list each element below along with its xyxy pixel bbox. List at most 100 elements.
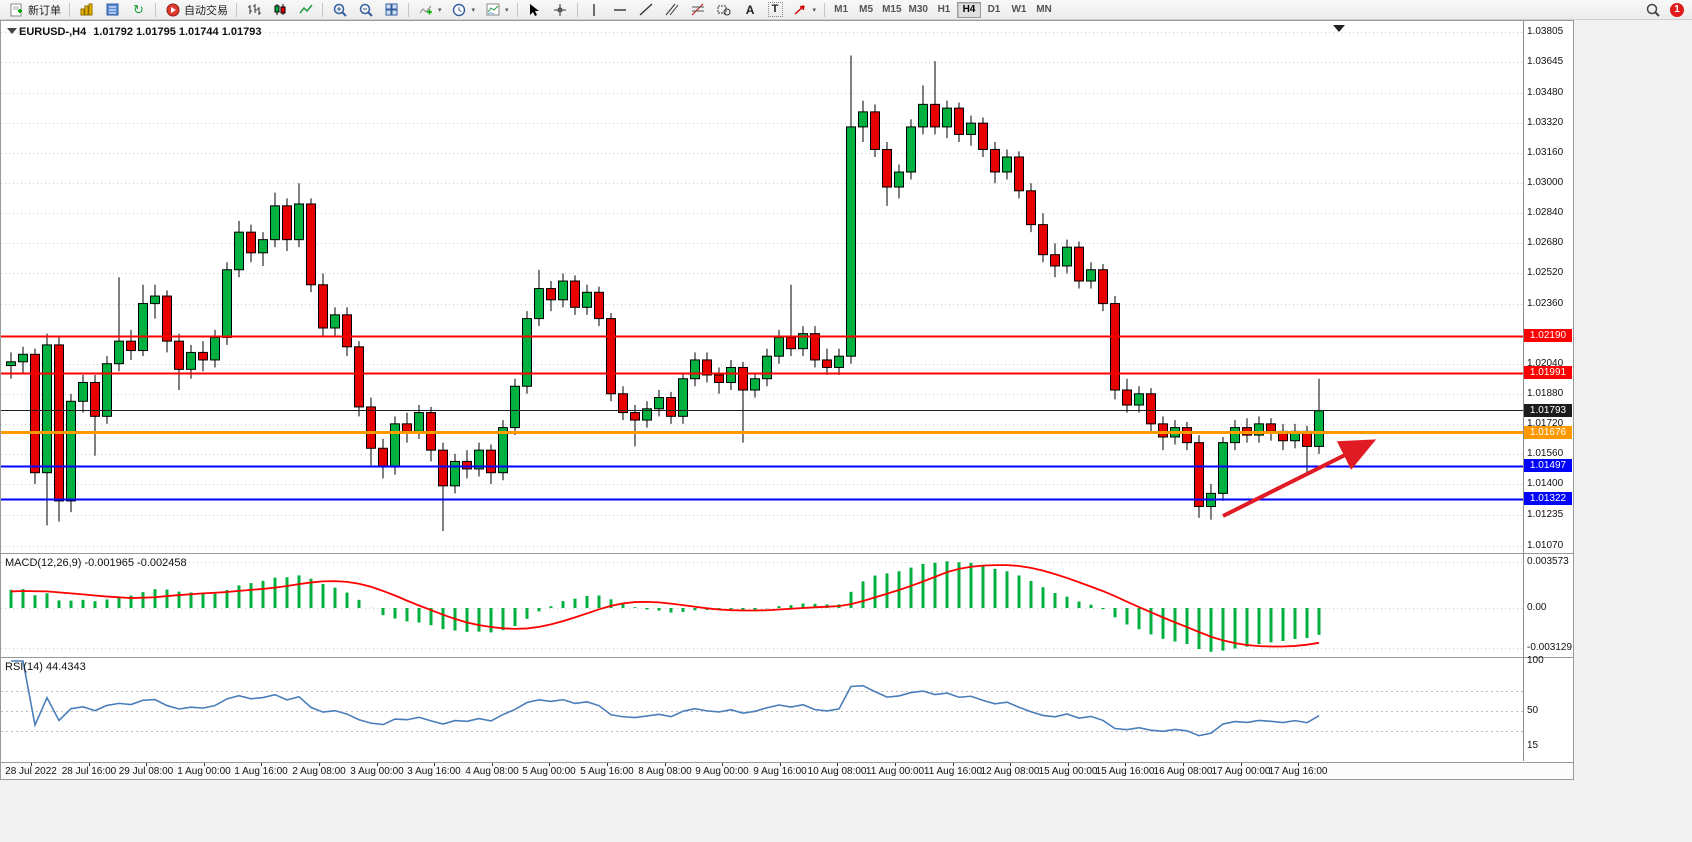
toolbar-separator [516,2,518,17]
price-axis-label: 1.03320 [1527,117,1564,129]
horizontal-line-icon [612,2,629,17]
price-axis-label: 1.03160 [1527,147,1564,159]
time-axis-tick [722,763,723,766]
time-axis-tick [319,763,320,766]
rsi-panel[interactable] [1,658,1523,760]
timeframe-m15-button[interactable]: M15 [879,2,904,18]
templates-button[interactable]: ▾ [480,1,513,19]
candlestick-icon [271,2,288,17]
bar-chart-icon [78,2,95,17]
timeframe-w1-button[interactable]: W1 [1007,2,1031,18]
refresh-button[interactable]: ↻ [126,1,151,19]
zoom-in-icon [331,2,348,17]
timeframe-h1-button[interactable]: H1 [932,2,956,18]
timeframe-m1-button[interactable]: M1 [829,2,853,18]
timeframe-m30-button[interactable]: M30 [906,2,931,18]
price-axis-label: 1.03000 [1527,177,1564,189]
tile-windows-button[interactable] [379,1,404,19]
macd-indicator-label: MACD(12,26,9) -0.001965 -0.002458 [5,557,187,569]
time-axis-label: 11 Aug 16:00 [923,766,983,777]
time-axis-tick [146,763,147,766]
price-axis-label: 1.02520 [1527,267,1564,279]
zoom-in-button[interactable] [327,1,352,19]
timeframe-d1-button[interactable]: D1 [982,2,1006,18]
time-axis-tick [204,763,205,766]
macd-axis-label: 0.003573 [1527,556,1569,567]
toolbar-separator [155,2,156,17]
macd-panel[interactable] [1,554,1523,656]
toolbar-separator [322,2,323,17]
channel-tool-button[interactable] [660,1,685,19]
toolbar-separator [236,2,237,17]
time-axis-tick [1298,763,1299,766]
notification-badge[interactable]: 1 [1670,2,1684,17]
fibonacci-tool-button[interactable] [686,1,711,19]
label-tool-button[interactable]: T [764,1,787,19]
market-watch-icon [104,2,121,17]
time-axis-tick [89,763,90,766]
trendline-tool-button[interactable] [634,1,659,19]
candlestick-mode-button[interactable] [267,1,292,19]
refresh-icon: ↻ [133,2,144,17]
price-axis-label: 1.02680 [1527,237,1564,249]
time-axis-label: 17 Aug 00:00 [1211,766,1271,777]
text-tool-button[interactable]: A [738,1,763,19]
new-order-button[interactable]: 新订单 [4,1,65,19]
chart-window: EURUSD-,H4 1.01792 1.01795 1.01744 1.017… [0,20,1574,780]
indicators-button[interactable]: ▾ [413,1,446,19]
price-axis-label: 1.02040 [1527,357,1564,369]
price-axis-label: 1.01070 [1527,540,1564,551]
time-axis-tick [1068,763,1069,766]
shapes-tool-button[interactable] [712,1,737,19]
search-button[interactable] [1640,1,1665,19]
symbol-period-label: EURUSD-,H4 [19,26,87,38]
time-axis-label: 15 Aug 00:00 [1038,766,1098,777]
chart-shift-marker[interactable] [1333,25,1345,32]
time-axis-label: 4 Aug 08:00 [465,766,519,777]
bar-chart-mode-button[interactable] [241,1,266,19]
vertical-line-tool-button[interactable] [582,1,607,19]
dropdown-arrow-icon: ▾ [438,6,442,14]
timeframe-m5-button[interactable]: M5 [854,2,878,18]
one-click-trading-toggle[interactable] [7,28,17,34]
panel-divider[interactable] [1,657,1573,658]
autotrading-button[interactable]: 自动交易 [160,1,232,19]
trend-arrow[interactable] [1222,439,1377,518]
candlestick-series [6,55,1324,531]
current-price-tag: 1.01793 [1524,403,1572,417]
time-axis-tick [1010,763,1011,766]
periods-button[interactable]: ▾ [447,1,480,19]
timeframe-h4-button[interactable]: H4 [956,1,981,18]
time-axis-label: 28 Jul 2022 [5,766,57,777]
ohlc-bars-icon [245,2,262,17]
time-axis[interactable]: 28 Jul 2022 28 Jul 16:00 29 Jul 08:00 1 Aug… [1,762,1573,779]
arrows-tool-button[interactable]: ▾ [788,1,821,19]
market-watch-button[interactable] [100,1,125,19]
price-axis-label: 1.03645 [1527,56,1564,68]
zoom-out-button[interactable] [353,1,378,19]
horizontal-line-tool-button[interactable] [608,1,633,19]
text-label-icon: T [767,2,783,17]
toolbar-separator [824,2,826,17]
line-chart-mode-button[interactable] [293,1,318,19]
time-axis-label: 1 Aug 16:00 [234,766,288,777]
timeframe-mn-button[interactable]: MN [1032,2,1056,18]
panel-divider[interactable] [1,553,1573,554]
new-order-label: 新订单 [28,4,61,17]
time-axis-tick [261,763,262,766]
time-axis-label: 16 Aug 08:00 [1153,766,1213,777]
macd-histogram [9,561,1321,652]
price-chart[interactable] [1,21,1523,552]
time-axis-label: 9 Aug 00:00 [695,766,749,777]
indicators-icon [417,2,434,17]
main-toolbar: 新订单 ↻ 自动交易 ▾ ▾ ▾ [0,0,1692,20]
price-axis-label: 1.03805 [1527,26,1564,37]
time-axis-label: 29 Jul 08:00 [118,766,174,777]
cursor-button[interactable] [522,1,547,19]
time-axis-label: 5 Aug 16:00 [580,766,634,777]
price-axis-label: 1.01880 [1527,387,1564,399]
fibonacci-icon [690,2,707,17]
charts-button[interactable] [74,1,99,19]
crosshair-button[interactable] [548,1,573,19]
macd-axis-label: -0.003129 [1527,642,1573,654]
